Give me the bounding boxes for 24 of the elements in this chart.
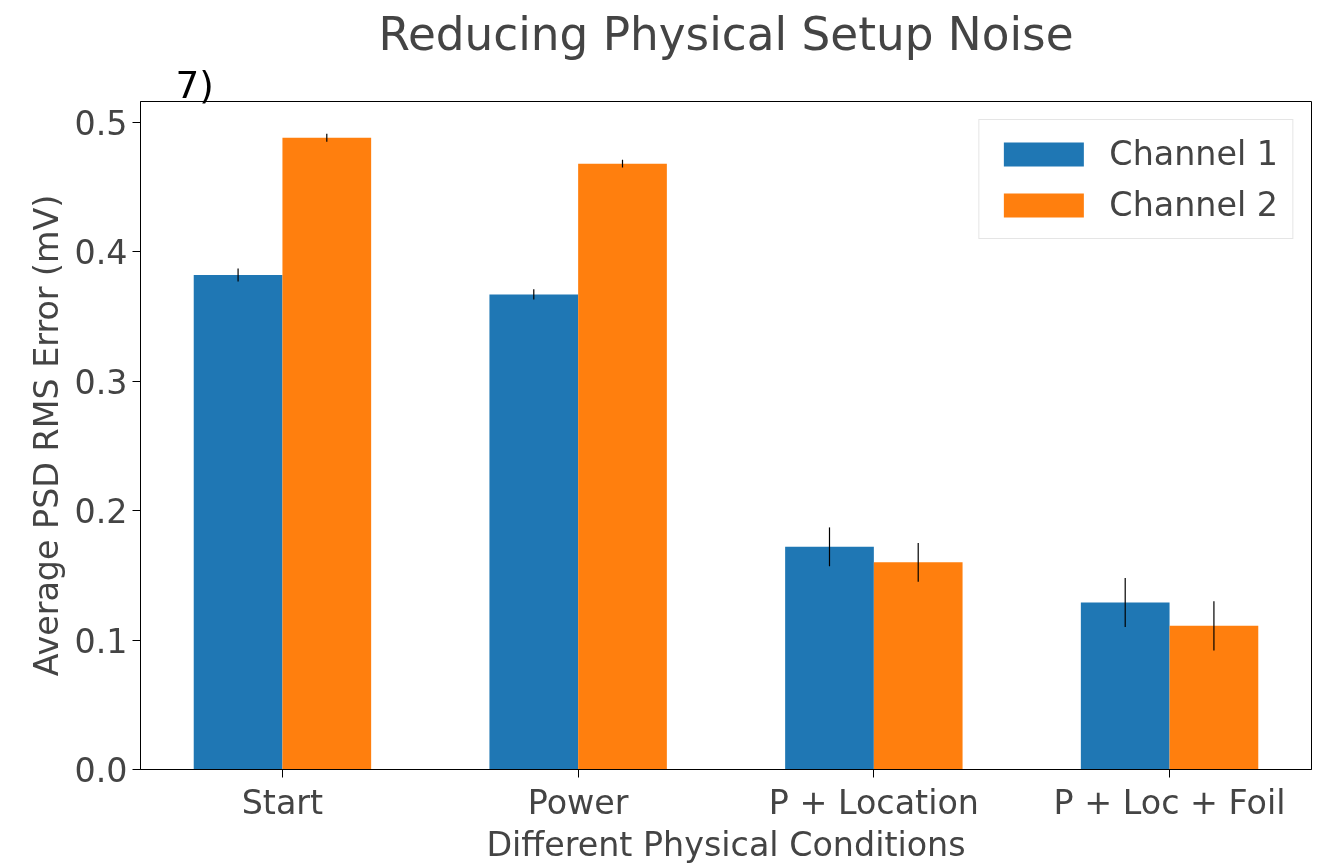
bar	[193, 274, 283, 770]
x-tick-label: Power	[527, 782, 629, 822]
y-axis-title: Average PSD RMS Error (mV)	[27, 194, 67, 677]
y-tick-label: 0.0	[74, 751, 128, 790]
annotation: 7)	[175, 62, 214, 107]
bar	[873, 562, 963, 770]
x-tick-label: P + Loc + Foil	[1053, 782, 1286, 822]
y-tick-label: 0.1	[74, 621, 128, 661]
legend-label: Channel 2	[1109, 185, 1278, 224]
bar	[578, 163, 667, 770]
legend-label: Channel 1	[1109, 134, 1278, 173]
y-tick-label: 0.2	[74, 492, 128, 532]
x-tick-label: Start	[241, 782, 324, 822]
y-tick-label: 0.4	[74, 233, 128, 273]
x-axis-title: Different Physical Conditions	[486, 824, 966, 864]
chart-title: Reducing Physical Setup Noise	[378, 7, 1074, 61]
bar	[1080, 602, 1170, 770]
y-tick-label: 0.3	[74, 362, 128, 402]
bar	[785, 546, 874, 770]
bar	[1169, 625, 1259, 770]
bar	[489, 294, 579, 770]
x-tick-label: P + Location	[768, 782, 979, 822]
bar	[282, 137, 372, 770]
y-tick-label: 0.5	[74, 103, 128, 143]
